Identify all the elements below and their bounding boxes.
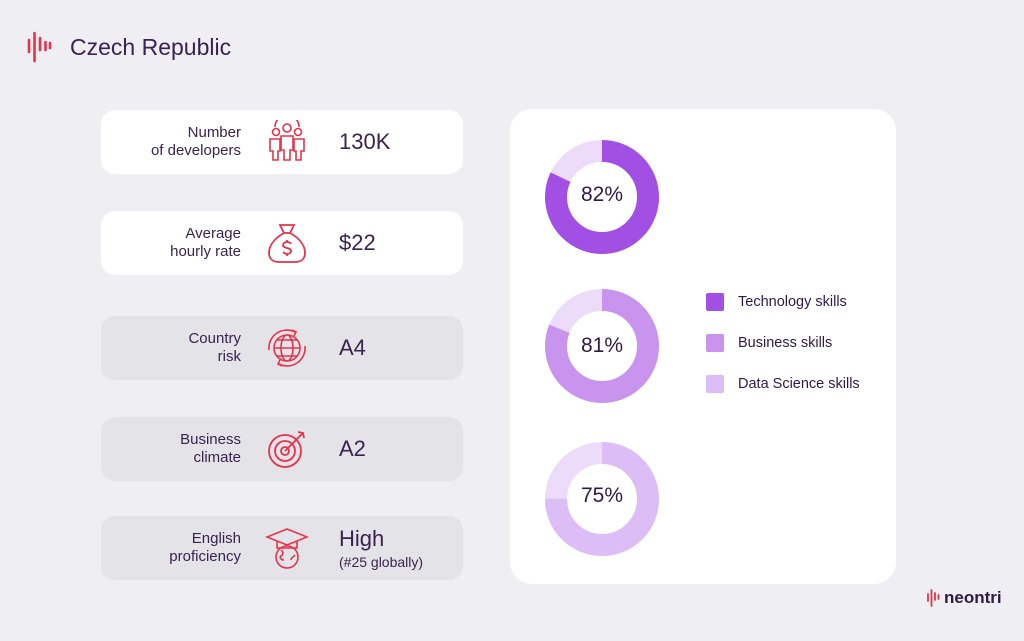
stat-card-english-proficiency: English proficiency High (#25 globally) [101, 516, 463, 580]
stat-value: A4 [339, 335, 366, 360]
stat-value: A2 [339, 436, 366, 461]
soundwave-logo-icon [927, 589, 940, 607]
graduation-globe-icon [265, 528, 309, 569]
donut-value-arc [545, 442, 659, 556]
legend-swatch [706, 375, 724, 393]
globe-arrows-icon [268, 329, 306, 367]
skills-chart-panel: 82% 81% 75% Technology skills Business s… [510, 109, 896, 584]
legend-item: Business skills [706, 333, 860, 353]
legend-swatch [706, 334, 724, 352]
stat-subvalue: (#25 globally) [339, 554, 424, 570]
donut-label-business: 81% [580, 334, 624, 357]
soundwave-logo-icon [27, 31, 52, 63]
brand-name: neontri [944, 588, 1002, 607]
stat-label: Number of developers [150, 124, 241, 159]
stat-value: 130K [339, 129, 391, 154]
donut-business-skills [545, 289, 659, 403]
stat-card-country-risk: Country risk A4 [101, 316, 463, 380]
legend-label: Data Science skills [738, 376, 860, 392]
donut-value-arc [545, 140, 659, 254]
donut-label-data-science: 75% [580, 484, 624, 507]
legend-label: Technology skills [738, 294, 847, 310]
legend-item: Technology skills [706, 292, 860, 312]
donut-data-science-skills [545, 442, 659, 556]
stat-label: Average hourly rate [170, 225, 241, 260]
page-title: Czech Republic [70, 33, 232, 60]
stat-card-business-climate: Business climate A2 [101, 417, 463, 481]
donut-value-arc [545, 289, 659, 403]
donut-label-technology: 82% [580, 183, 624, 206]
legend-label: Business skills [738, 335, 833, 351]
people-group-icon [269, 120, 305, 161]
legend-swatch [706, 293, 724, 311]
stat-label: English proficiency [169, 530, 241, 565]
stat-value: High [339, 526, 385, 551]
stat-label: Business climate [180, 431, 241, 466]
donut-technology-skills [545, 140, 659, 254]
brand-logo: neontri [926, 588, 1002, 608]
chart-legend: Technology skills Business skills Data S… [706, 292, 860, 415]
stat-label: Country risk [188, 330, 241, 365]
stat-card-hourly-rate: Average hourly rate $22 [101, 211, 463, 275]
page-header: Czech Republic [26, 30, 231, 64]
stat-value: $22 [339, 230, 376, 255]
stat-card-developers: Number of developers 130K [101, 110, 463, 174]
money-bag-icon [268, 224, 306, 263]
legend-item: Data Science skills [706, 374, 860, 394]
target-icon [268, 431, 305, 468]
